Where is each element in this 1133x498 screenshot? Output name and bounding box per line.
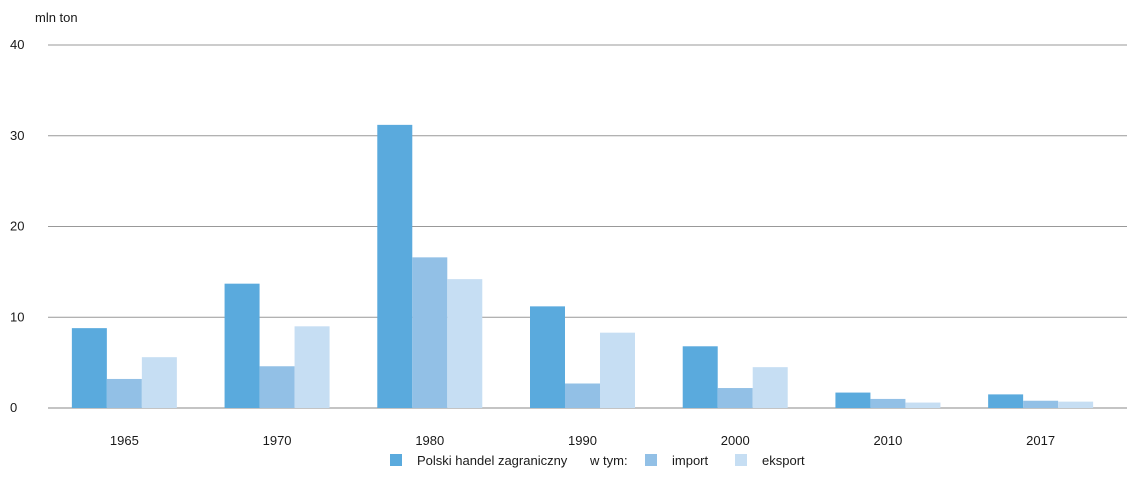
y-tick-label: 0 <box>10 400 17 415</box>
bar-polski-1965 <box>71 328 107 408</box>
bar-polski-1980 <box>377 124 413 409</box>
bar-import-1970 <box>259 366 295 408</box>
bar-eksport-2010 <box>905 402 941 408</box>
y-axis-unit-label: mln ton <box>35 10 78 25</box>
bar-import-2010 <box>870 398 906 408</box>
bar-import-2017 <box>1023 400 1059 408</box>
bar-import-1990 <box>565 383 600 408</box>
legend-label-handel: Polski handel zagraniczny <box>417 453 568 468</box>
bar-eksport-1970 <box>294 326 330 408</box>
x-tick-label: 1990 <box>568 433 597 448</box>
x-axis-ticks: 1965 1970 1980 1990 2000 2010 2017 <box>110 433 1055 448</box>
bar-polski-1990 <box>530 306 565 408</box>
y-axis-ticks: 0 10 20 30 40 <box>10 37 24 415</box>
legend: Polski handel zagraniczny w tym: import … <box>390 453 805 468</box>
x-tick-label: 2017 <box>1026 433 1055 448</box>
y-tick-label: 10 <box>10 309 24 324</box>
bar-import-2000 <box>717 388 753 408</box>
legend-swatch-handel <box>390 454 402 466</box>
bar-eksport-2017 <box>1058 401 1094 408</box>
x-tick-label: 1970 <box>263 433 292 448</box>
legend-label-import: import <box>672 453 709 468</box>
bar-polski-2000 <box>682 346 718 408</box>
gridlines <box>48 44 1127 409</box>
x-tick-label: 1980 <box>415 433 444 448</box>
x-tick-label: 1965 <box>110 433 139 448</box>
y-tick-label: 20 <box>10 219 24 234</box>
y-tick-label: 30 <box>10 128 24 143</box>
x-tick-label: 2000 <box>721 433 750 448</box>
x-tick-label: 2010 <box>873 433 902 448</box>
bar-import-1965 <box>106 378 142 408</box>
bar-eksport-1980 <box>447 279 483 408</box>
legend-prefix: w tym: <box>589 453 628 468</box>
bars <box>71 124 1094 409</box>
legend-swatch-eksport <box>735 454 747 466</box>
y-tick-label: 40 <box>10 37 24 52</box>
bar-polski-2010 <box>835 392 871 408</box>
bar-polski-1970 <box>224 283 260 408</box>
bar-eksport-1965 <box>141 357 177 408</box>
bar-eksport-2000 <box>752 367 788 408</box>
legend-label-eksport: eksport <box>762 453 805 468</box>
bar-eksport-1990 <box>600 332 635 408</box>
legend-swatch-import <box>645 454 657 466</box>
bar-polski-2017 <box>988 394 1024 408</box>
bar-import-1980 <box>412 257 448 408</box>
